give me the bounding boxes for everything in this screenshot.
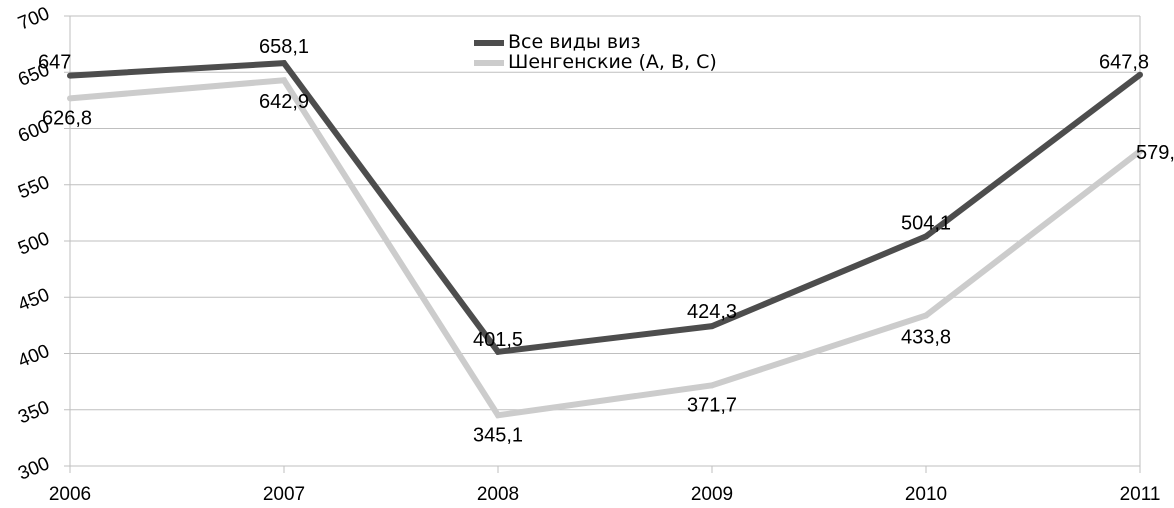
data-point (1137, 148, 1143, 155)
data-label: 424,3 (687, 301, 737, 323)
data-label: 579,9 (1136, 142, 1174, 164)
data-point (709, 323, 715, 330)
data-point (281, 77, 287, 84)
x-tick-label: 2007 (263, 484, 305, 505)
y-tick-label: 500 (15, 228, 52, 259)
data-point (1137, 71, 1143, 78)
data-label: 345,1 (473, 424, 523, 446)
data-label: 371,7 (687, 394, 737, 416)
data-point (709, 382, 715, 389)
x-tick-label: 2006 (49, 484, 91, 505)
y-tick-label: 450 (15, 284, 52, 315)
y-tick-label: 550 (15, 172, 52, 203)
data-point (67, 72, 73, 79)
x-tick-label: 2009 (691, 484, 733, 505)
y-tick-label: 300 (15, 453, 52, 484)
x-tick-label: 2010 (905, 484, 947, 505)
data-point (67, 95, 73, 102)
y-tick-label: 400 (15, 341, 52, 372)
data-point (923, 233, 929, 240)
data-point (923, 312, 929, 319)
data-labels: 647 658,1 401,5 424,3 504,1 647,8 626,8 642,9 34… (38, 36, 1174, 446)
data-point (495, 348, 501, 355)
axes (64, 15, 1141, 473)
series-line-1 (69, 77, 1142, 419)
data-label: 658,1 (259, 36, 309, 58)
data-label: 647 (38, 52, 71, 74)
series-lines (67, 60, 1143, 419)
series-line-0 (69, 60, 1142, 355)
x-tick-label: 2011 (1120, 484, 1161, 505)
legend-label-1: Шенгенские (A, B, C) (508, 51, 717, 73)
y-tick-label: 350 (15, 397, 52, 428)
legend-label-0: Все виды виз (508, 31, 641, 53)
data-label: 642,9 (259, 91, 309, 113)
data-point (495, 412, 501, 419)
data-point (281, 60, 287, 67)
data-label: 504,1 (901, 212, 951, 234)
gridlines (70, 15, 1140, 467)
data-label: 401,5 (473, 329, 523, 351)
data-label: 433,8 (901, 326, 951, 348)
y-tick-label: 700 (15, 3, 52, 34)
data-label: 626,8 (42, 107, 92, 129)
x-axis-tick-labels: 2006 2007 2008 2009 2010 2011 (49, 484, 1161, 505)
x-tick-label: 2008 (477, 484, 519, 505)
data-label: 647,8 (1099, 52, 1149, 74)
